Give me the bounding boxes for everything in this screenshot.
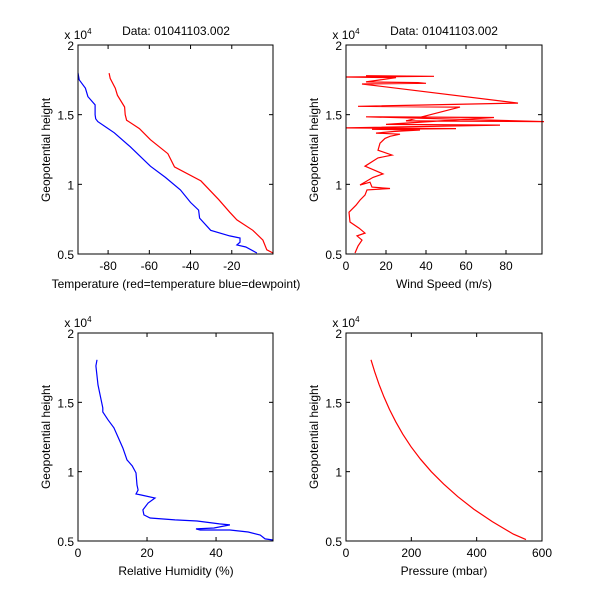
x-tick-label: -40 <box>182 259 200 273</box>
panel-wind-speed: Data: 01041103.002 x 104 Wind Speed (m/s… <box>307 24 545 291</box>
axes-frame <box>345 44 543 255</box>
y-tick-label: 0.5 <box>57 248 74 262</box>
x-tick-label: 0 <box>343 546 350 560</box>
axes-frame <box>77 44 274 255</box>
y-tick-label: 1 <box>335 466 342 480</box>
series-line-dewpoint <box>77 72 258 254</box>
x-axis-label: Pressure (mbar) <box>401 564 488 578</box>
x-axis-label: Wind Speed (m/s) <box>396 277 492 291</box>
y-tick-label: 0.5 <box>57 535 74 549</box>
x-axis-label: Relative Humidity (%) <box>118 564 233 578</box>
y-tick-label: 2 <box>335 327 342 341</box>
y-axis-label: Geopotential height <box>307 97 321 202</box>
y-tick-label: 1 <box>335 178 342 192</box>
y-exponent: x 104 <box>64 315 92 330</box>
y-exponent: x 104 <box>64 27 92 42</box>
panel-relative-humidity: x 104 Relative Humidity (%) Geopotential… <box>39 315 274 578</box>
y-tick-label: 1.5 <box>325 396 342 410</box>
panel-pressure: x 104 Pressure (mbar) Geopotential heigh… <box>307 315 552 578</box>
x-tick-label: 400 <box>467 546 487 560</box>
axes-frame <box>345 332 543 542</box>
y-tick-label: 2 <box>67 327 74 341</box>
axes-frame <box>77 332 274 542</box>
y-exponent-power: 4 <box>87 27 92 36</box>
y-axis-label: Geopotential height <box>307 384 321 489</box>
x-tick-label: 40 <box>209 546 223 560</box>
y-tick-label: 0.5 <box>325 535 342 549</box>
y-exponent-base: x 10 <box>64 316 87 330</box>
series-line-wind-speed <box>345 75 545 254</box>
y-tick-label: 1.5 <box>57 109 74 123</box>
y-exponent-base: x 10 <box>64 28 87 42</box>
panel-temperature: Data: 01041103.002 x 104 Temperature (re… <box>39 24 300 291</box>
x-tick-label: 0 <box>343 259 350 273</box>
series-line-temperature <box>108 72 274 254</box>
y-tick-label: 1 <box>67 178 74 192</box>
x-tick-label: 60 <box>459 259 473 273</box>
x-tick-label: 20 <box>140 546 154 560</box>
y-exponent-power: 4 <box>355 315 360 324</box>
y-tick-label: 1 <box>67 466 74 480</box>
y-exponent: x 104 <box>332 27 360 42</box>
x-tick-label: 80 <box>499 259 513 273</box>
y-exponent-power: 4 <box>87 315 92 324</box>
y-axis-label: Geopotential height <box>39 97 53 202</box>
panel-title: Data: 01041103.002 <box>122 24 230 38</box>
y-tick-label: 1.5 <box>57 396 74 410</box>
y-tick-label: 2 <box>335 39 342 53</box>
series-line-pressure <box>370 359 527 541</box>
x-tick-label: 600 <box>532 546 552 560</box>
x-tick-label: 20 <box>379 259 393 273</box>
y-exponent-power: 4 <box>355 27 360 36</box>
panel-title: Data: 01041103.002 <box>390 24 498 38</box>
x-tick-label: 0 <box>75 546 82 560</box>
y-tick-label: 2 <box>67 39 74 53</box>
y-tick-label: 0.5 <box>325 248 342 262</box>
y-exponent: x 104 <box>332 315 360 330</box>
x-tick-label: -80 <box>99 259 117 273</box>
y-exponent-base: x 10 <box>332 316 355 330</box>
x-tick-label: 200 <box>401 546 421 560</box>
x-tick-label: 40 <box>419 259 433 273</box>
series-line-relative-humidity <box>95 359 274 541</box>
x-axis-label: Temperature (red=temperature blue=dewpoi… <box>52 277 301 291</box>
x-tick-label: -20 <box>223 259 241 273</box>
y-exponent-base: x 10 <box>332 28 355 42</box>
y-axis-label: Geopotential height <box>39 384 53 489</box>
y-tick-label: 1.5 <box>325 109 342 123</box>
x-tick-label: -60 <box>141 259 159 273</box>
